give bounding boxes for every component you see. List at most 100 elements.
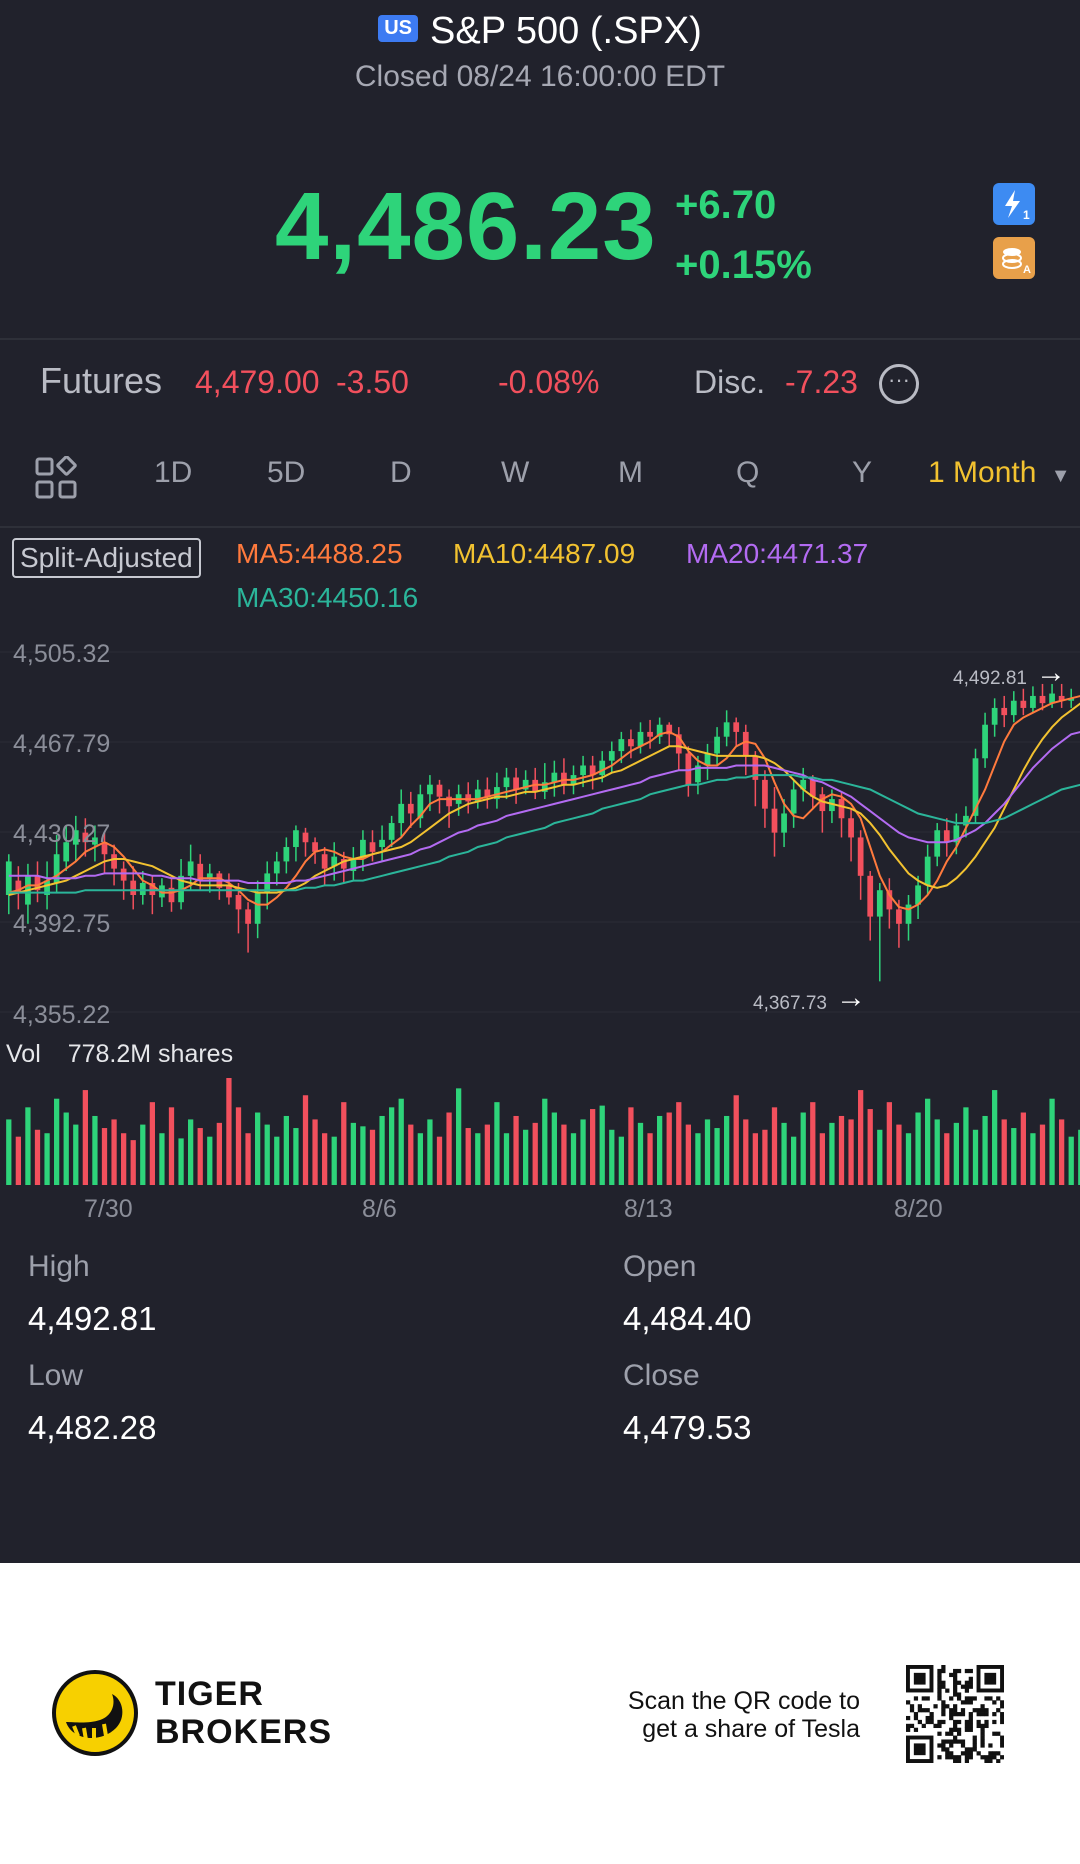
tab-year[interactable]: Y [852, 456, 873, 489]
stack-icon[interactable]: A [993, 237, 1035, 279]
candle-body [1020, 700, 1027, 708]
tab-month[interactable]: M [618, 456, 643, 489]
qr-module [1000, 1715, 1004, 1721]
candle-body [235, 895, 242, 910]
qr-module [1000, 1700, 1004, 1705]
tab-week[interactable]: W [501, 456, 530, 489]
tab-1d[interactable]: 1D [154, 456, 193, 489]
lightning-icon[interactable]: 1 [993, 183, 1035, 225]
volume-bar [456, 1088, 462, 1185]
qr-module [953, 1735, 958, 1740]
candle-body [896, 909, 902, 924]
qr-code[interactable] [906, 1665, 1004, 1763]
candle-body [484, 789, 491, 797]
volume-bar [771, 1107, 778, 1185]
qr-module [1000, 1755, 1004, 1760]
candle-body [197, 863, 204, 881]
high-marker-label: 4,492.81 [953, 668, 1027, 689]
qr-module [964, 1751, 970, 1756]
qr-module [960, 1700, 966, 1705]
qr-module [937, 1731, 942, 1736]
candle-body [34, 875, 41, 891]
market-status: Closed 08/24 16:00:00 EDT [354, 60, 726, 93]
qr-module [937, 1672, 942, 1678]
svg-text:A: A [1023, 264, 1031, 276]
last-price: 4,486.23 [275, 173, 657, 280]
tab-quarter[interactable]: Q [736, 456, 760, 489]
volume-bar [992, 1090, 998, 1185]
qr-module [984, 1708, 989, 1713]
qr-module [917, 1704, 922, 1709]
candle-body [838, 799, 845, 819]
tab-5d[interactable]: 5D [267, 456, 306, 489]
qr-module [972, 1696, 977, 1701]
ma20-label: MA20:4471.37 [686, 538, 869, 569]
candle-body [522, 779, 529, 790]
qr-module [941, 1743, 946, 1748]
period-dropdown[interactable]: 1 Month ▼ [928, 456, 1071, 490]
qr-module [937, 1743, 942, 1748]
candle-body [302, 832, 309, 843]
volume-bar [389, 1107, 395, 1185]
qr-module [929, 1719, 934, 1725]
candle-body [503, 777, 510, 788]
candle-body [829, 799, 835, 812]
brand-line-1: TIGER [155, 1675, 264, 1713]
candle-body [82, 832, 89, 843]
candle-body [800, 779, 807, 790]
qr-module [984, 1712, 989, 1717]
candle-body [723, 722, 730, 737]
candle-body [915, 885, 921, 905]
volume-bar [762, 1129, 768, 1185]
qr-module [972, 1739, 977, 1744]
split-adjusted-toggle[interactable]: Split-Adjusted [12, 538, 201, 578]
volume-bar [800, 1112, 806, 1185]
qr-module [913, 1727, 919, 1732]
close-value: 4,479.53 [623, 1409, 752, 1446]
qr-module [996, 1751, 1001, 1756]
qr-module [917, 1708, 922, 1713]
qr-module [953, 1668, 958, 1674]
open-label: Open [623, 1250, 697, 1283]
qr-finder [913, 1743, 926, 1756]
qr-module [941, 1700, 946, 1705]
page-title: US S&P 500 (.SPX) [0, 10, 1080, 53]
tab-day[interactable]: D [390, 456, 412, 489]
volume-bar [178, 1138, 184, 1185]
qr-module [964, 1747, 970, 1752]
candle-body [656, 724, 663, 737]
qr-module [941, 1665, 946, 1670]
qr-module [909, 1723, 915, 1729]
divider [0, 526, 1080, 528]
volume-bar [255, 1112, 261, 1185]
qr-module [996, 1696, 1001, 1701]
volume-bar [408, 1124, 414, 1185]
qr-module [972, 1708, 977, 1713]
candle-body [350, 859, 357, 872]
qr-module [996, 1759, 1001, 1763]
candle-body [541, 782, 548, 792]
candle-body [991, 707, 998, 725]
candle-body [427, 784, 433, 795]
volume-bar [781, 1122, 787, 1185]
qr-module [953, 1723, 958, 1729]
qr-module [1000, 1735, 1004, 1740]
layout-grid-icon[interactable] [34, 455, 78, 500]
futures-label: Futures [40, 360, 163, 401]
volume-bar [676, 1102, 682, 1185]
candle-body [714, 736, 720, 754]
volume-bar [905, 1133, 912, 1185]
candle-body [953, 825, 960, 843]
candle-body [465, 794, 472, 802]
candle-body [494, 787, 500, 800]
qr-module [937, 1755, 942, 1760]
volume-bar [130, 1140, 136, 1185]
qr-module [941, 1719, 946, 1725]
qr-module [968, 1680, 973, 1685]
qr-module [949, 1696, 954, 1701]
more-icon[interactable]: ··· [879, 364, 919, 404]
candle-body [1030, 695, 1036, 708]
volume-bar [838, 1115, 845, 1185]
price-chart[interactable] [0, 630, 1080, 1230]
candle-body [206, 873, 213, 879]
